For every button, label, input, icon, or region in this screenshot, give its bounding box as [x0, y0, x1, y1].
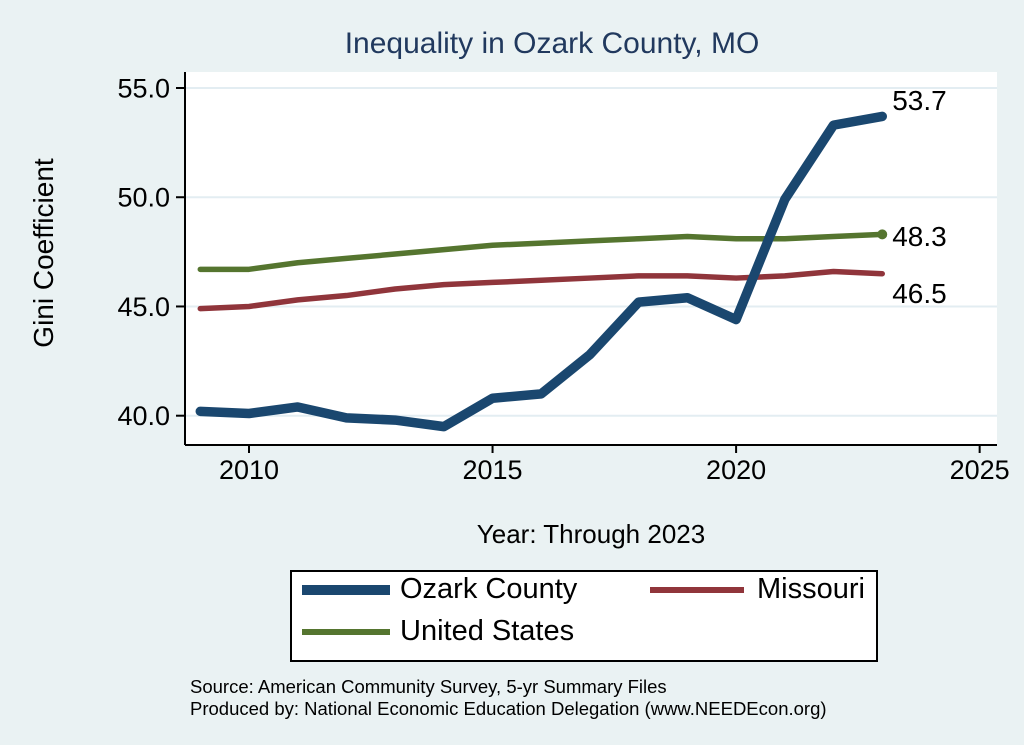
x-tick-label: 2015 [463, 455, 523, 485]
plot-area [185, 72, 997, 445]
y-tick-label: 50.0 [117, 183, 170, 213]
legend-swatch-missouri [650, 587, 744, 593]
end-label-missouri: 46.5 [892, 278, 947, 309]
legend-swatch-ozark-county [302, 585, 390, 595]
legend-label-united-states: United States [400, 615, 575, 647]
chart-title: Inequality in Ozark County, MO [344, 27, 760, 60]
series-line-missouri [197, 268, 885, 312]
y-tick-label: 55.0 [117, 73, 170, 103]
legend-label-ozark-county: Ozark County [400, 573, 578, 605]
x-tick-label: 2010 [219, 455, 279, 485]
y-tick-label: 40.0 [117, 401, 170, 431]
x-axis-title: Year: Through 2023 [476, 519, 706, 549]
produced-by-note: Produced by: National Economic Education… [190, 697, 827, 719]
end-label-united-states: 48.3 [892, 221, 947, 252]
notes: Source: American Community Survey, 5-yr … [190, 676, 827, 719]
x-tick-label: 2025 [950, 455, 1010, 485]
legend-label-missouri: Missouri [757, 573, 865, 605]
y-axis-title: Gini Coefficient [28, 158, 59, 348]
x-tick-label: 2020 [706, 455, 766, 485]
us-end-marker [877, 229, 888, 240]
series-line-ozark-county [195, 111, 887, 432]
source-note: Source: American Community Survey, 5-yr … [190, 676, 667, 697]
end-label-ozark-county: 53.7 [892, 85, 947, 116]
legend-swatch-united-states [302, 629, 390, 635]
y-tick-label: 45.0 [117, 292, 170, 322]
